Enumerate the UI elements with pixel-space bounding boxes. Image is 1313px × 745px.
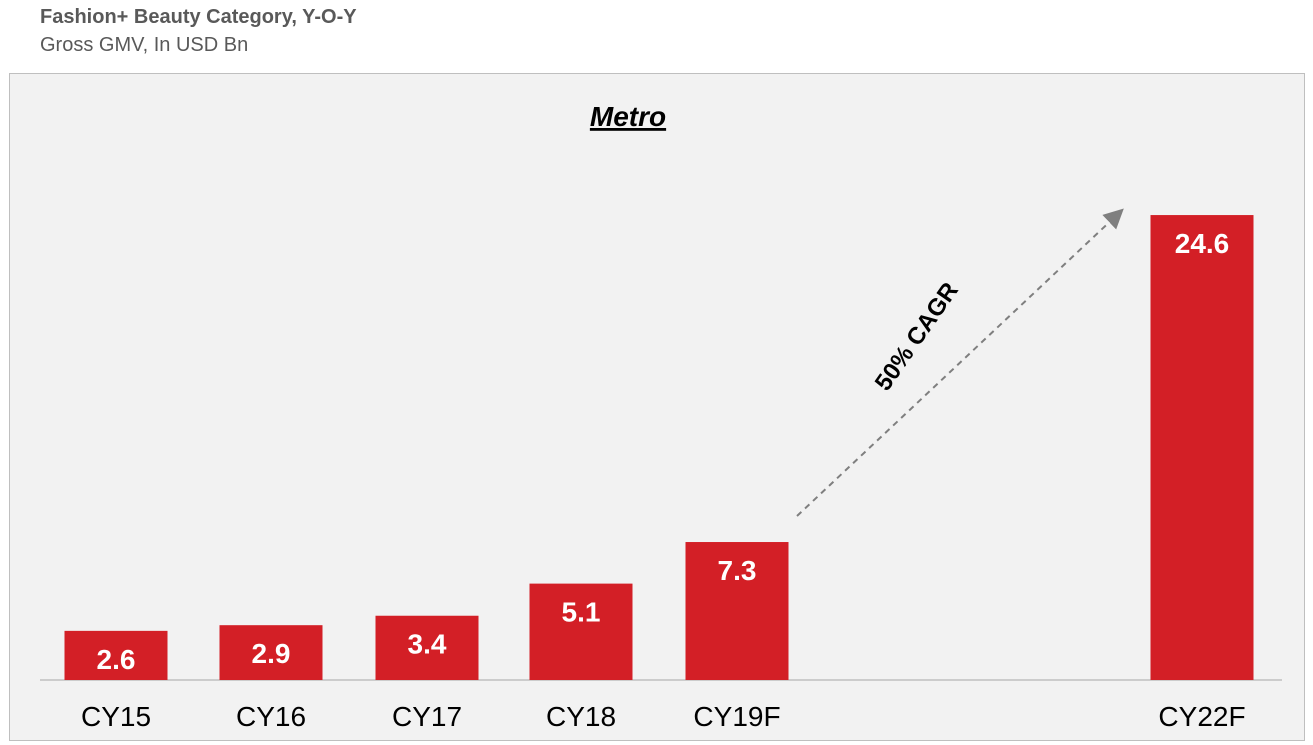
x-tick-label: CY15 <box>81 701 151 732</box>
x-tick-label: CY16 <box>236 701 306 732</box>
bar-value-label: 2.6 <box>97 644 136 675</box>
bar-cy22f <box>1150 215 1254 680</box>
x-tick-label: CY18 <box>546 701 616 732</box>
bar-cy19f <box>685 542 789 680</box>
bar-chart: Metro 2.6 CY15 2.9 CY16 3.4 CY17 5.1 CY18 7.3 CY1… <box>40 101 1282 732</box>
bar-cy16 <box>219 625 323 680</box>
chart-panel: Metro 2.6 CY15 2.9 CY16 3.4 CY17 5.1 CY18 7.3 CY1… <box>9 73 1305 741</box>
bar-value-label: 2.9 <box>252 638 291 669</box>
x-tick-label: CY17 <box>392 701 462 732</box>
page-subtitle: Gross GMV, In USD Bn <box>40 34 249 56</box>
cagr-annotation: 50% CAGR <box>870 278 964 396</box>
page-title: Fashion+ Beauty Category, Y-O-Y <box>40 6 357 28</box>
bar-cy15 <box>64 630 168 680</box>
bar-cy18 <box>529 583 633 680</box>
chart-title: Metro <box>590 101 666 132</box>
cagr-arrow <box>796 208 1124 517</box>
x-tick-label: CY19F <box>693 701 780 732</box>
bar-value-label: 7.3 <box>718 555 757 586</box>
bar-cy17 <box>375 615 479 680</box>
bar-value-label: 5.1 <box>562 597 601 628</box>
x-tick-label: CY22F <box>1158 701 1245 732</box>
bar-value-label: 3.4 <box>408 629 447 660</box>
bar-value-label: 24.6 <box>1175 228 1230 259</box>
